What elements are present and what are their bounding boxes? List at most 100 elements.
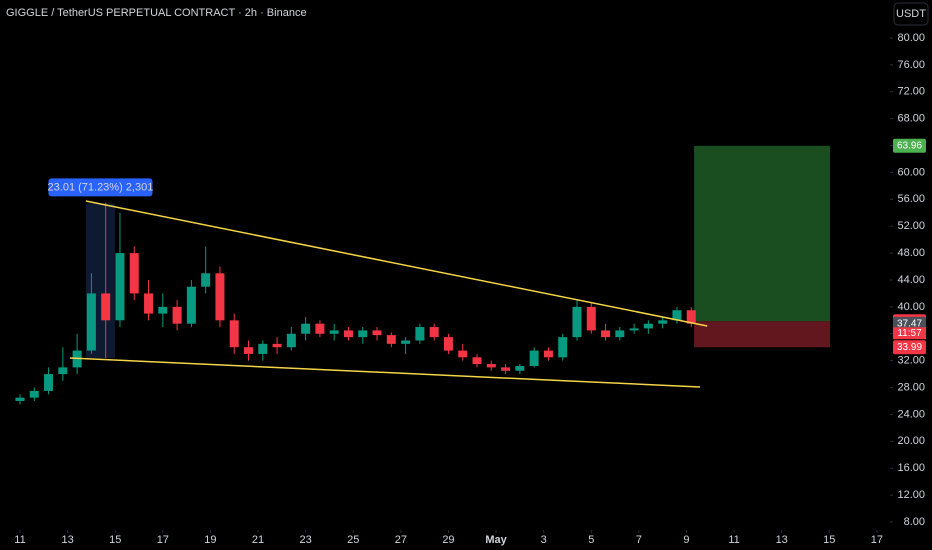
candle-body xyxy=(443,337,453,351)
price-label-box xyxy=(893,340,926,355)
candle-body xyxy=(358,330,368,338)
candle-body xyxy=(44,374,54,391)
y-tick-label: 72.00 xyxy=(897,86,925,98)
candle-body xyxy=(186,286,196,324)
measure-label: 23.01 (71.23%) 2,301 xyxy=(48,181,154,193)
candle-body xyxy=(329,330,339,334)
x-tick-label: 29 xyxy=(442,534,454,546)
candle-body xyxy=(58,367,68,375)
candle-body xyxy=(429,327,439,338)
y-tick-label: 8.00 xyxy=(904,516,925,528)
profit-zone xyxy=(694,145,831,322)
y-tick-label: 28.00 xyxy=(897,381,925,393)
y-tick-label: 68.00 xyxy=(897,113,925,125)
candle-body xyxy=(686,310,696,324)
candle-body xyxy=(315,323,325,334)
candle-body xyxy=(172,306,182,324)
y-tick-label: 24.00 xyxy=(897,408,925,420)
candle-body xyxy=(672,310,682,321)
candle-body xyxy=(543,350,553,358)
candle-body xyxy=(572,306,582,338)
candle-body xyxy=(286,333,296,348)
candle-body xyxy=(643,323,653,329)
candle-body xyxy=(115,253,125,321)
candle-body xyxy=(129,253,139,294)
price-label: 37.47 xyxy=(897,319,922,330)
candle-body xyxy=(29,390,39,398)
x-tick-label: 11 xyxy=(728,534,739,546)
candle-body xyxy=(658,320,668,324)
trendline xyxy=(69,357,701,388)
candle-body xyxy=(601,330,611,338)
x-tick-label: 13 xyxy=(61,534,73,546)
candle-body xyxy=(615,330,625,338)
y-tick-label: 44.00 xyxy=(897,274,925,286)
x-tick-label: 11 xyxy=(14,534,25,546)
candle-body xyxy=(343,330,353,338)
y-tick-label: 16.00 xyxy=(897,462,925,474)
y-tick-label: 12.00 xyxy=(897,489,925,501)
candle-body xyxy=(229,320,239,348)
candle-body xyxy=(472,357,482,365)
y-tick-label: 56.00 xyxy=(897,193,925,205)
y-tick-label: 76.00 xyxy=(897,59,925,71)
y-tick-label: 52.00 xyxy=(897,220,925,232)
candle-body xyxy=(201,273,211,287)
x-tick-label: 15 xyxy=(109,534,121,546)
x-tick-label: 27 xyxy=(395,534,407,546)
candle-body xyxy=(586,306,596,331)
candle-body xyxy=(529,350,539,367)
x-tick-label: 25 xyxy=(347,534,359,546)
y-tick-label: 80.00 xyxy=(897,32,925,44)
y-tick-label: 60.00 xyxy=(897,166,925,178)
x-tick-label: 21 xyxy=(252,534,264,546)
candle-body xyxy=(415,327,425,341)
candle-body xyxy=(258,343,268,354)
x-tick-label: 15 xyxy=(823,534,835,546)
countdown: 11:57 xyxy=(897,328,922,339)
x-tick-label: 9 xyxy=(683,534,689,546)
candle-body xyxy=(244,347,254,354)
x-tick-label: May xyxy=(485,534,507,546)
y-tick-label: 48.00 xyxy=(897,247,925,259)
candle-body xyxy=(401,340,411,344)
y-tick-label: 40.00 xyxy=(897,301,925,313)
price-label: 63.96 xyxy=(897,140,922,151)
x-tick-label: 13 xyxy=(776,534,788,546)
x-tick-label: 7 xyxy=(636,534,642,546)
candle-body xyxy=(501,367,511,371)
price-label: 33.99 xyxy=(897,342,922,353)
chart-title: GIGGLE / TetherUS PERPETUAL CONTRACT · 2… xyxy=(6,7,307,19)
x-tick-label: 5 xyxy=(588,534,594,546)
candle-body xyxy=(144,293,154,314)
x-tick-label: 19 xyxy=(204,534,216,546)
countdown-box xyxy=(893,327,926,340)
candle-body xyxy=(372,330,382,336)
candle-body xyxy=(272,343,282,348)
currency-button[interactable] xyxy=(893,2,929,26)
trendline xyxy=(85,200,708,327)
candle-body xyxy=(629,328,639,331)
candle-body xyxy=(515,366,525,371)
candle-body xyxy=(558,337,568,358)
candle-body xyxy=(301,323,311,334)
x-tick-label: 17 xyxy=(871,534,883,546)
candle-body xyxy=(458,350,468,358)
x-tick-label: 17 xyxy=(157,534,169,546)
loss-zone xyxy=(694,321,831,348)
candle-body xyxy=(386,335,396,344)
currency-label[interactable]: USDT xyxy=(896,8,926,20)
x-tick-label: 3 xyxy=(541,534,547,546)
y-tick-label: 20.00 xyxy=(897,435,925,447)
candle-body xyxy=(101,293,111,321)
candle-body xyxy=(158,306,168,314)
y-tick-label: 32.00 xyxy=(897,355,925,367)
candle-body xyxy=(15,397,25,401)
x-tick-label: 23 xyxy=(300,534,312,546)
candle-body xyxy=(215,273,225,321)
candle-body xyxy=(486,364,496,368)
measure-label-box xyxy=(48,178,153,197)
price-label-box xyxy=(893,138,926,153)
